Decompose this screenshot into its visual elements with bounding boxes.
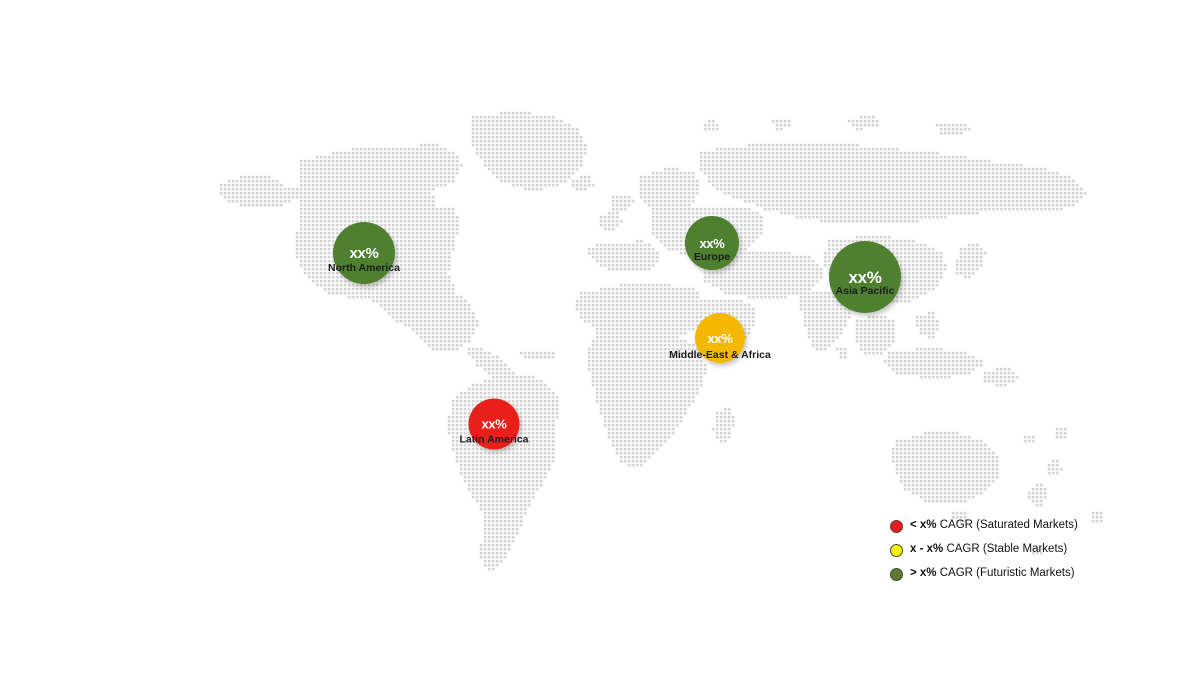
bubble-circle-middle-east-africa: xx%: [695, 313, 745, 363]
bubble-circle-latin-america: xx%: [468, 398, 520, 450]
bubble-value-asia-pacific: xx%: [848, 267, 882, 287]
legend-label-futuristic: > x% CAGR (Futuristic Markets): [910, 567, 1075, 580]
legend-dot-futuristic: [890, 567, 903, 581]
legend-item-saturated[interactable]: < x% CAGR (Saturated Markets): [890, 519, 1078, 533]
region-bubble-latin-america[interactable]: xx% Latin America: [459, 398, 529, 450]
region-bubble-europe[interactable]: xx% Europe: [685, 216, 739, 270]
legend-dot-stable: [890, 543, 903, 557]
bubble-value-latin-america: xx%: [481, 416, 507, 432]
bubble-label-north-america: North America: [328, 262, 400, 274]
region-bubble-north-america[interactable]: xx% North America: [328, 222, 400, 284]
bubble-label-middle-east-africa: Middle-East & Africa: [669, 349, 771, 361]
legend: < x% CAGR (Saturated Markets) x - x% CAGR…: [890, 519, 1078, 581]
region-bubble-asia-pacific[interactable]: xx% Asia Pacific: [829, 241, 901, 313]
legend-item-stable[interactable]: x - x% CAGR (Stable Markets): [890, 543, 1078, 557]
legend-item-futuristic[interactable]: > x% CAGR (Futuristic Markets): [890, 567, 1078, 581]
bubble-label-latin-america: Latin America: [459, 433, 529, 446]
legend-label-saturated: < x% CAGR (Saturated Markets): [910, 519, 1078, 532]
bubble-circle-europe: xx%: [685, 216, 739, 270]
bubble-circle-north-america: xx%: [333, 222, 395, 284]
bubble-label-europe: Europe: [693, 251, 731, 263]
bubble-circle-asia-pacific: xx%: [829, 241, 901, 313]
bubble-value-europe: xx%: [699, 235, 725, 251]
bubble-value-north-america: xx%: [349, 244, 379, 262]
legend-dot-saturated: [890, 519, 903, 533]
legend-label-stable: x - x% CAGR (Stable Markets): [910, 543, 1068, 556]
region-bubble-middle-east-africa[interactable]: xx% Middle-East & Africa: [669, 313, 771, 363]
bubble-label-asia-pacific: Asia Pacific: [835, 285, 895, 297]
bubble-value-middle-east-africa: xx%: [707, 330, 733, 346]
